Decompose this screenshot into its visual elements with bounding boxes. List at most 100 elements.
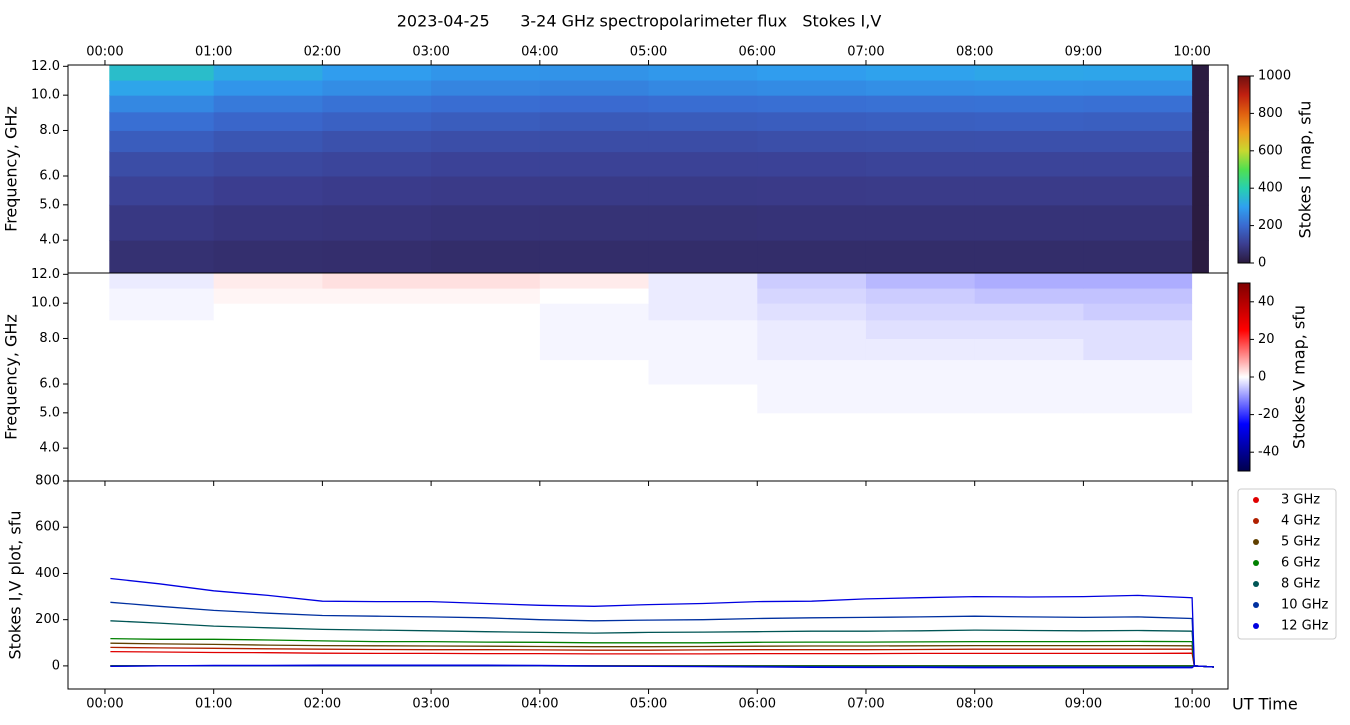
heat-cell bbox=[1192, 204, 1209, 241]
heat-cell bbox=[322, 175, 432, 206]
heat-cell bbox=[648, 303, 758, 321]
heat-cell bbox=[322, 383, 432, 414]
x-axis-label: UT Time bbox=[1232, 695, 1298, 714]
heat-cell bbox=[109, 95, 215, 113]
heat-cell bbox=[213, 111, 323, 131]
x-tick-label: 10:00 bbox=[1173, 697, 1210, 712]
heat-cell bbox=[539, 65, 650, 81]
heat-cell bbox=[865, 65, 976, 81]
heat-cell bbox=[974, 65, 1084, 81]
heat-cell bbox=[1192, 412, 1209, 449]
heat-cell bbox=[539, 338, 650, 361]
heat-cell bbox=[539, 204, 650, 241]
heat-cell bbox=[322, 204, 432, 241]
heat-cell bbox=[322, 130, 432, 153]
heat-cell bbox=[1192, 319, 1209, 339]
y-tick-label: 10.0 bbox=[31, 296, 60, 311]
heat-cell bbox=[865, 383, 976, 414]
heat-cell bbox=[648, 151, 758, 177]
heat-cell bbox=[1083, 151, 1193, 177]
colorbar-tick-label: 800 bbox=[1258, 106, 1283, 121]
y-tick-label: 5.0 bbox=[39, 405, 60, 420]
heat-cell bbox=[1083, 65, 1193, 81]
heat-cell bbox=[539, 383, 650, 414]
heat-cell bbox=[322, 240, 432, 273]
heat-cell bbox=[539, 319, 650, 339]
heat-cell bbox=[109, 65, 215, 81]
x-tick-label: 07:00 bbox=[847, 697, 884, 712]
heat-cell bbox=[109, 288, 215, 304]
heat-cell bbox=[322, 338, 432, 361]
heat-cell bbox=[322, 412, 432, 449]
heat-cell bbox=[322, 111, 432, 131]
heat-cell bbox=[974, 175, 1084, 206]
heat-cell bbox=[431, 303, 541, 321]
heat-cell bbox=[213, 288, 323, 304]
heat-cell bbox=[974, 303, 1084, 321]
legend-label: 3 GHz bbox=[1281, 493, 1320, 508]
heat-cell bbox=[213, 240, 323, 273]
stokes-i-line bbox=[110, 637, 1214, 668]
heat-cell bbox=[109, 240, 215, 273]
heat-cell bbox=[539, 240, 650, 273]
stokes-i-line bbox=[110, 650, 1214, 668]
x-tick-label: 08:00 bbox=[956, 697, 993, 712]
y-tick-label: 10.0 bbox=[31, 88, 60, 103]
y-tick-label: 8.0 bbox=[39, 331, 60, 346]
heat-cell bbox=[1192, 303, 1209, 321]
y-axis-label: Frequency, GHz bbox=[2, 106, 21, 232]
heat-cell bbox=[757, 448, 867, 481]
stokes-i-line bbox=[110, 620, 1214, 668]
heat-cell bbox=[974, 412, 1084, 449]
heat-cell bbox=[648, 288, 758, 304]
heat-cell bbox=[648, 273, 758, 289]
heat-cell bbox=[213, 65, 323, 81]
heat-cell bbox=[431, 448, 541, 481]
legend-marker bbox=[1253, 623, 1259, 629]
stokes-i-line bbox=[110, 646, 1214, 668]
heat-cell bbox=[757, 319, 867, 339]
heat-cell bbox=[109, 383, 215, 414]
y-tick-label: 400 bbox=[35, 566, 60, 581]
x-tick-label: 07:00 bbox=[847, 45, 884, 60]
heat-cell bbox=[431, 80, 541, 96]
y-tick-label: 4.0 bbox=[39, 233, 60, 248]
heat-cell bbox=[757, 80, 867, 96]
colorbar-tick-label: 0 bbox=[1258, 370, 1266, 385]
heat-cell bbox=[757, 204, 867, 241]
x-tick-label: 01:00 bbox=[195, 45, 232, 60]
heat-cell bbox=[974, 273, 1084, 289]
x-tick-label: 10:00 bbox=[1173, 45, 1210, 60]
heat-cell bbox=[865, 338, 976, 361]
heat-cell bbox=[865, 448, 976, 481]
heat-cell bbox=[1192, 338, 1209, 361]
heat-cell bbox=[865, 204, 976, 241]
heat-cell bbox=[1192, 448, 1209, 481]
heat-cell bbox=[431, 204, 541, 241]
heat-cell bbox=[539, 412, 650, 449]
heat-cell bbox=[757, 240, 867, 273]
legend-marker bbox=[1253, 539, 1259, 545]
y-tick-label: 4.0 bbox=[39, 441, 60, 456]
heat-cell bbox=[213, 319, 323, 339]
legend-label: 10 GHz bbox=[1281, 598, 1329, 613]
heat-cell bbox=[865, 359, 976, 385]
heat-cell bbox=[974, 288, 1084, 304]
heat-cell bbox=[431, 338, 541, 361]
heat-cell bbox=[431, 412, 541, 449]
heat-cell bbox=[1192, 130, 1209, 153]
heat-cell bbox=[322, 359, 432, 385]
heat-cell bbox=[213, 383, 323, 414]
x-tick-label: 05:00 bbox=[630, 45, 667, 60]
heat-cell bbox=[322, 273, 432, 289]
heat-cell bbox=[1192, 95, 1209, 113]
y-tick-label: 12.0 bbox=[31, 267, 60, 282]
heat-cell bbox=[213, 448, 323, 481]
heat-cell bbox=[757, 65, 867, 81]
heat-cell bbox=[109, 151, 215, 177]
heat-cell bbox=[865, 240, 976, 273]
heat-cell bbox=[322, 151, 432, 177]
heat-cell bbox=[974, 95, 1084, 113]
heat-cell bbox=[757, 175, 867, 206]
heat-cell bbox=[1192, 151, 1209, 177]
